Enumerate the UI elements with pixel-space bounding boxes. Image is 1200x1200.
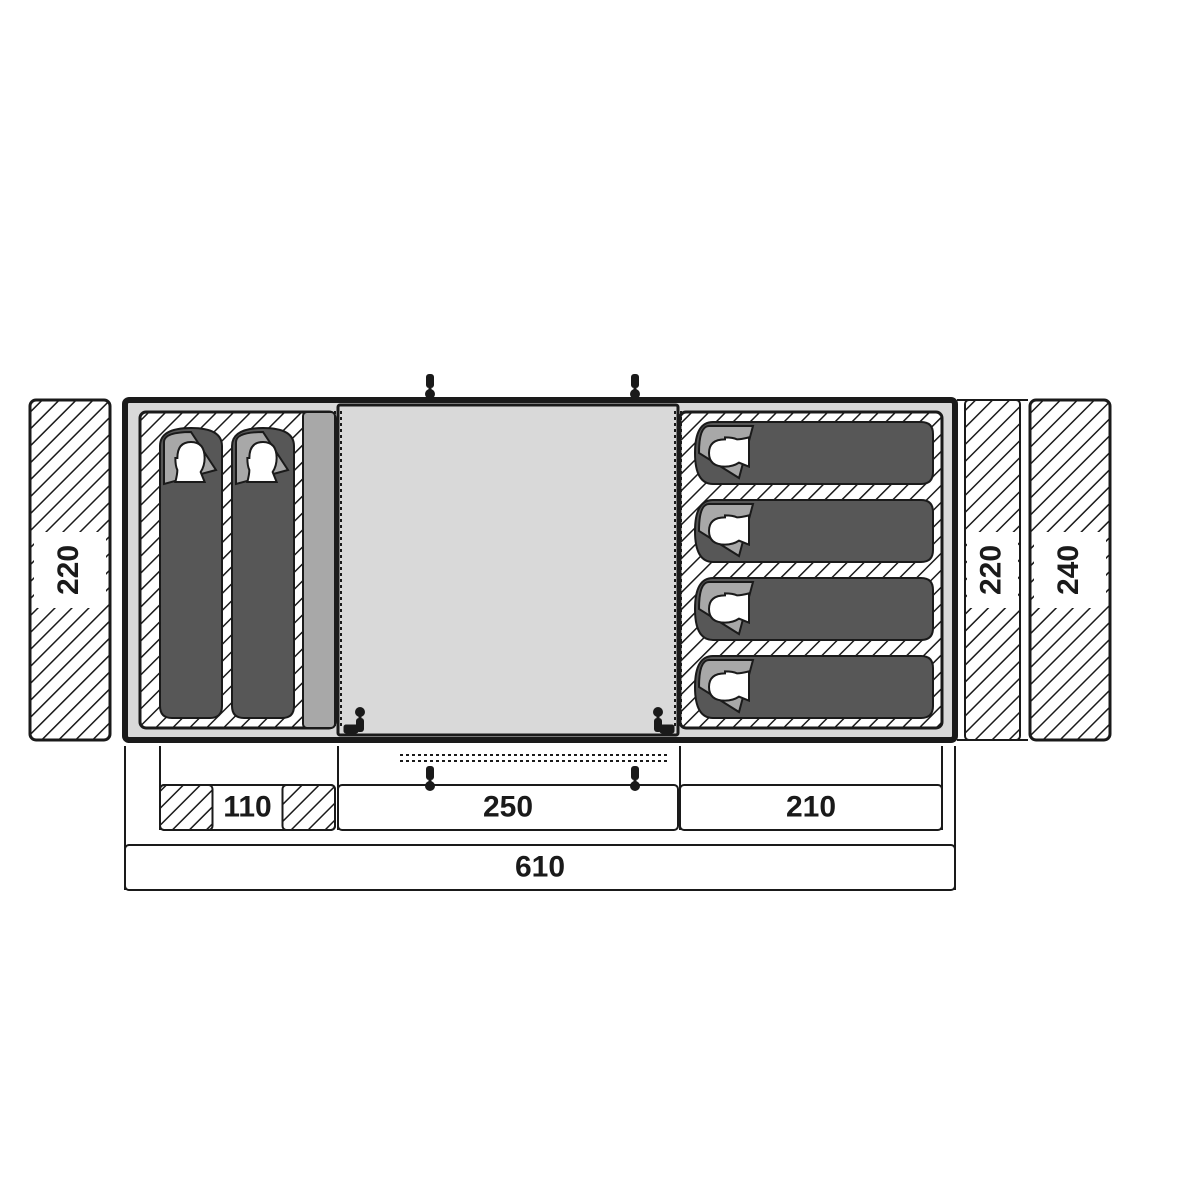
dimension-label: 220 (974, 545, 1007, 595)
dimension-label: 210 (786, 790, 836, 823)
dimension-label: 110 (223, 790, 271, 823)
dimension-label: 250 (483, 790, 533, 823)
sleeping-bag (695, 500, 933, 562)
dimension-label: 240 (1052, 545, 1085, 595)
tent-floorplan: 110 250 210 610 220 240 220 (0, 0, 1200, 1200)
sleeping-bag (160, 428, 222, 718)
sleeping-bag (695, 656, 933, 718)
sleeping-bag (695, 422, 933, 484)
sleeping-bag (232, 428, 294, 718)
dimension-label: 220 (52, 545, 85, 595)
dimension-label: 610 (515, 850, 565, 883)
sleeping-bag (695, 578, 933, 640)
